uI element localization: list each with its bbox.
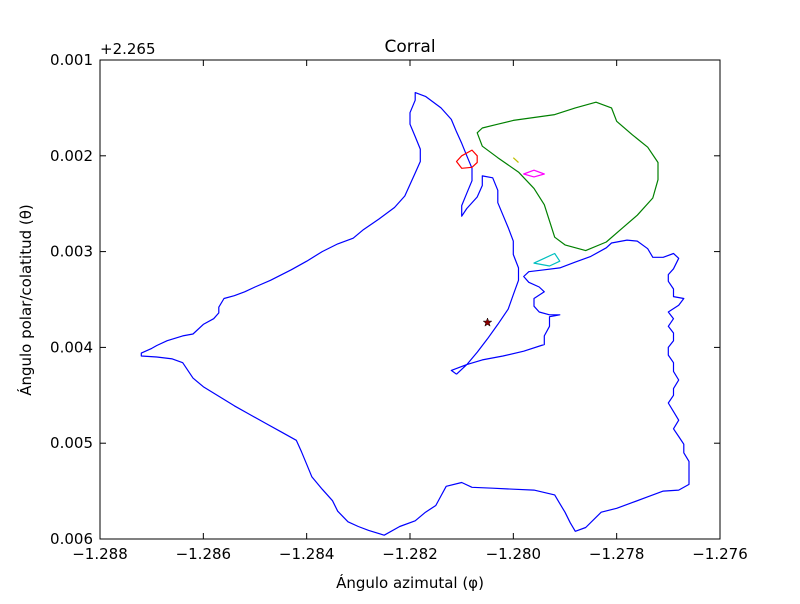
y-tick-label: 0.005 (50, 434, 93, 452)
y-offset-label: +2.265 (100, 40, 156, 58)
series-line-3 (523, 169, 545, 178)
x-axis-title: Ángulo azimutal (φ) (336, 573, 484, 592)
plot-background (100, 60, 720, 539)
series-layer (140, 91, 690, 536)
tick-layer: −1.288 −1.286 −1.284 −1.282 −1.280 −1.278 −1.2… (50, 51, 748, 563)
x-tick-label: −1.276 (692, 545, 748, 563)
y-tick-label: 0.001 (50, 51, 93, 69)
x-tick-label: −1.284 (279, 545, 335, 563)
y-tick-label: 0.006 (50, 530, 93, 548)
series-line-4 (533, 252, 561, 267)
y-tick-label: 0.002 (50, 147, 93, 165)
axes-frame (99, 59, 721, 540)
series-line-1 (476, 101, 659, 252)
series-line-2 (455, 149, 478, 169)
marker-layer (482, 317, 493, 327)
plot-area (100, 60, 720, 539)
x-tick-label: −1.286 (176, 545, 232, 563)
chart-title: Corral (384, 37, 435, 57)
x-tick-label: −1.278 (589, 545, 645, 563)
x-tick-label: −1.280 (486, 545, 542, 563)
y-axis-title: Ángulo polar/colatitud (θ) (16, 204, 35, 396)
x-tick-label: −1.282 (382, 545, 438, 563)
series-line-0 (140, 91, 690, 536)
series-line-5 (512, 157, 519, 163)
x-tick-label: −1.288 (72, 545, 128, 563)
y-tick-label: 0.004 (50, 338, 93, 356)
y-tick-label: 0.003 (50, 243, 93, 261)
star-marker-0 (482, 317, 493, 327)
